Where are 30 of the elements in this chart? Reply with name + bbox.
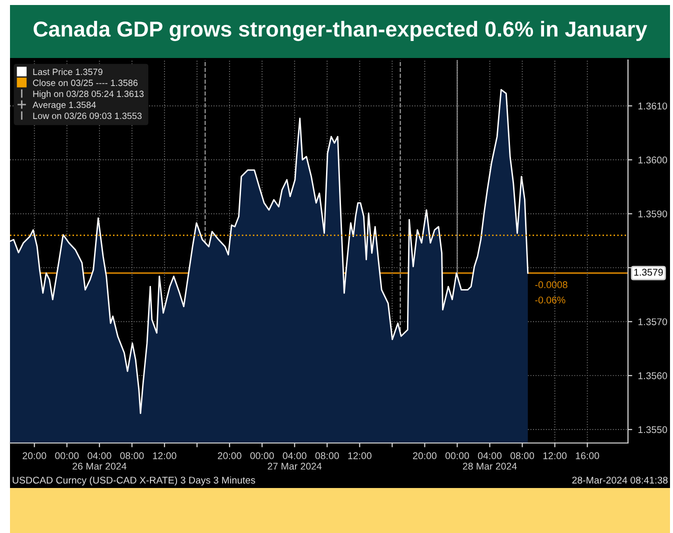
text: USDCAD Curncy (USD-CAD X-RATE) 3 Days 3 Minutes: [12, 476, 256, 486]
annotation: High on 03/28 05:24 1.3613: [33, 90, 144, 99]
x-tick-label: 12:00: [153, 452, 176, 460]
x-tick-label: 12:00: [348, 452, 372, 460]
y-tick-label: 1.3560: [638, 372, 668, 380]
annotation: Average 1.3584: [32, 102, 96, 110]
x-tick-label: 00:00: [445, 452, 470, 460]
ref-line-label: 1.3579: [634, 268, 663, 276]
annotation: -0.0008: [535, 281, 568, 288]
y-tick-label: 1.3600: [638, 156, 668, 164]
legend-label: Close on 03/25 ---- 1.3586: [33, 79, 138, 86]
x-tick-label: 08:00: [315, 452, 339, 460]
x-tick-label: 08:00: [120, 452, 144, 460]
annotation: -0.06%: [535, 296, 566, 304]
x-tick-label: 20:00: [218, 452, 242, 460]
x-tick-label: 00:00: [55, 452, 79, 460]
text: 28-Mar-2024 08:41:38: [572, 476, 668, 484]
x-tick-label: 20:00: [22, 452, 46, 460]
y-tick-label: 1.3570: [638, 318, 668, 326]
y-tick-label: 1.3590: [638, 210, 668, 218]
x-tick-label: 12:00: [543, 452, 567, 460]
x-tick-label: 16:00: [576, 452, 600, 460]
x-tick-label: 08:00: [510, 452, 534, 460]
legend-label: Last Price 1.3579: [33, 68, 102, 76]
annotation: Low on 03/26 09:03 1.3553: [33, 112, 142, 120]
x-tick-label: 20:00: [413, 452, 436, 460]
y-tick-label: 1.3610: [638, 102, 668, 110]
y-tick-label: 1.3550: [638, 426, 668, 434]
chart-title: Canada GDP grows stronger-than-expected 0.6% in January: [34, 20, 648, 42]
x-tick-label: 00:00: [250, 452, 274, 460]
